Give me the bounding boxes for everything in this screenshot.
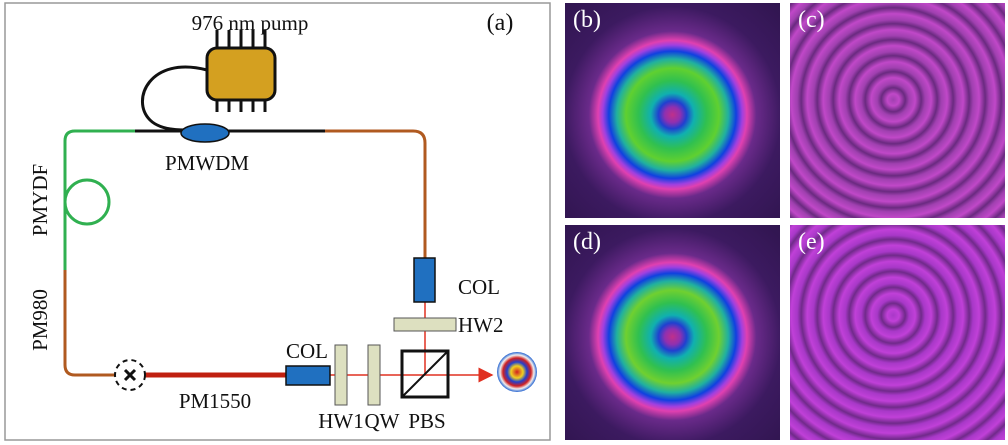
pump-fiber <box>140 65 208 132</box>
pbs <box>400 349 450 399</box>
setup-diagram: 976 nm pump (a) PMWDM PMYDF PM980 COL HW… <box>4 2 551 441</box>
label: 976 nm pump <box>192 11 309 35</box>
collimator <box>285 365 331 386</box>
output-beam <box>497 352 537 392</box>
wdm <box>180 123 230 143</box>
collimator <box>413 257 436 303</box>
label: HW1 <box>318 409 364 433</box>
label: COL <box>286 339 328 363</box>
pbs-diagonal <box>401 350 449 398</box>
label: PM980 <box>28 289 52 351</box>
panel-label: (c) <box>798 7 825 33</box>
interference-image: (c) <box>790 3 1005 218</box>
beam-image: (d) <box>565 225 780 440</box>
beam-image: (b) <box>565 3 780 218</box>
interference-image: (e) <box>790 225 1005 440</box>
pump-diode <box>205 46 277 102</box>
label: QW <box>365 409 400 433</box>
half-wave-plate <box>393 317 457 332</box>
panel-label: (b) <box>573 7 601 33</box>
panel-label: (d) <box>573 229 601 255</box>
panel-label: (a) <box>487 10 514 36</box>
fiber-loop <box>63 178 111 226</box>
label: HW2 <box>458 313 504 337</box>
label: PMYDF <box>28 164 52 236</box>
splice-mark <box>123 368 137 382</box>
fiber <box>63 270 130 377</box>
label: PBS <box>408 409 445 433</box>
label: COL <box>458 275 500 299</box>
label: PM1550 <box>179 389 251 413</box>
fiber <box>325 129 427 258</box>
gain-fiber <box>63 129 135 270</box>
panel-label: (e) <box>798 229 825 255</box>
quarter-wave-plate <box>367 344 381 406</box>
label: PMWDM <box>165 151 249 175</box>
half-wave-plate <box>334 344 348 406</box>
